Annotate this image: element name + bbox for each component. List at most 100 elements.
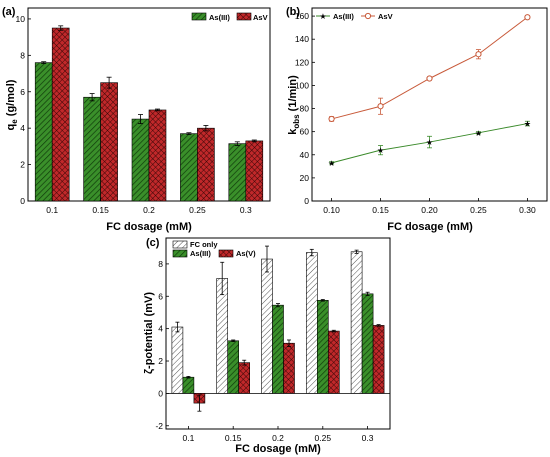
legend-label-as3: As(III) [209, 13, 230, 22]
a-ytick-label: 6 [20, 87, 25, 97]
legend-swatch-fc [172, 240, 188, 249]
legend-marker-asv [364, 12, 372, 20]
c-bar-fc [171, 326, 184, 394]
c-bar-fc [350, 251, 363, 394]
a-bar-asv [197, 127, 215, 202]
b-point-asv [426, 75, 433, 82]
a-bar-as3 [180, 133, 198, 202]
panel-b-label: (b) [286, 6, 300, 18]
c-xtick-label: 0.15 [225, 433, 242, 443]
c-ytick-label: 2 [158, 356, 163, 366]
c-bar-as3 [227, 340, 239, 394]
c-bar-as3 [316, 300, 329, 394]
legend-label-b-asv: AsV [378, 12, 393, 21]
a-xtick-label: 0.1 [46, 205, 58, 215]
panel-a-yticks: 0 2 4 6 8 10 [16, 14, 31, 206]
a-ytick-label: 8 [20, 50, 25, 60]
c-xtick-label: 0.3 [362, 433, 374, 443]
a-bar-as3 [34, 62, 53, 202]
a-bar-as3 [228, 143, 247, 202]
a-ytick-label: 10 [16, 14, 26, 24]
legend-swatch-asv [236, 12, 252, 21]
a-bar-asv [148, 109, 167, 202]
legend-label-b-as3: As(III) [333, 12, 354, 21]
panel-a-ylabel-unit: (g/mol) [5, 79, 17, 119]
c-bar-asv [283, 342, 295, 394]
a-ytick-label: 0 [20, 196, 25, 206]
legend-label-c-as3: As(III) [190, 249, 211, 258]
b-point-as3: ★ [328, 159, 335, 168]
b-ytick-label: 120 [295, 57, 309, 67]
a-bar-asv [51, 27, 70, 202]
panel-a-legend: As(III) AsV [191, 12, 268, 22]
b-point-as3: ★ [524, 120, 531, 129]
panel-a-bars [34, 25, 264, 202]
panel-c-xlabel: FC dosage (mM) [235, 443, 321, 455]
c-ytick-label: 6 [158, 291, 163, 301]
a-bar-asv [245, 140, 264, 202]
a-xtick-label: 0.3 [240, 205, 252, 215]
b-ytick-label: 140 [295, 34, 309, 44]
c-bar-asv [238, 362, 250, 394]
c-ytick-label: -2 [155, 421, 163, 431]
panel-b-lines: ★ ★ ★ ★ ★ [328, 14, 531, 168]
c-bar-as3 [182, 376, 195, 394]
b-point-as3: ★ [377, 146, 384, 155]
panel-a: (a) 0 2 4 6 8 10 0.1 0.15 0.2 0.25 0.3 qe (g/mol)… [2, 6, 271, 233]
b-xtick-label: 0.20 [421, 205, 438, 215]
panel-c: (c) -2 0 2 4 6 8 0.1 0.15 0.2 0.25 0.3 ζ-potentia… [143, 237, 391, 455]
panel-a-xlabel: FC dosage (mM) [106, 221, 192, 233]
panel-b-yticks: 0 20 40 60 80 100 120 140 160 [295, 11, 315, 206]
c-bar-fc [261, 258, 273, 394]
b-xtick-label: 0.25 [470, 205, 487, 215]
c-bar-fc [305, 252, 318, 394]
c-bar-fc [216, 278, 228, 394]
a-xtick-label: 0.15 [92, 205, 109, 215]
panel-b-ylabel-sub: obs [292, 114, 301, 129]
a-bar-as3 [83, 96, 101, 202]
panel-c-yticks: -2 0 2 4 6 8 [155, 259, 169, 431]
panel-c-bars [171, 245, 385, 412]
legend-swatch-c-as3 [172, 249, 188, 258]
a-ytick-label: 2 [20, 160, 25, 170]
b-ytick-label: 60 [300, 127, 310, 137]
c-bar-as3 [361, 293, 374, 394]
c-bar-asv [372, 325, 385, 394]
legend-label-fc: FC only [190, 240, 218, 249]
panel-a-xticks: 0.1 0.15 0.2 0.25 0.3 [46, 198, 252, 215]
b-ytick-label: 100 [295, 80, 309, 90]
a-bar-asv [100, 82, 118, 202]
c-xtick-label: 0.1 [182, 433, 194, 443]
panel-b-frame [311, 7, 548, 202]
b-series-line-asv [331, 16, 528, 120]
legend-label-c-asv: As(V) [236, 249, 256, 258]
c-bar-as3 [272, 304, 284, 394]
c-ytick-label: 0 [158, 388, 163, 398]
b-ytick-label: 0 [304, 196, 309, 206]
legend-swatch-c-asv [218, 249, 234, 258]
panel-b-ylabel-main: k [287, 128, 299, 135]
c-ytick-label: 4 [158, 324, 163, 334]
a-ytick-label: 4 [20, 123, 25, 133]
b-xtick-label: 0.15 [372, 205, 389, 215]
b-ytick-label: 20 [300, 173, 310, 183]
panel-c-label: (c) [146, 237, 160, 249]
b-xtick-label: 0.10 [323, 205, 340, 215]
b-point-asv [524, 14, 531, 21]
b-ytick-label: 80 [300, 104, 310, 114]
panel-c-legend: FC only As(III) As(V) [172, 240, 256, 258]
b-point-as3: ★ [475, 129, 482, 138]
panel-a-label: (a) [2, 6, 16, 18]
panel-a-ylabel: qe (g/mol) [5, 79, 19, 130]
c-xtick-label: 0.25 [315, 433, 332, 443]
c-bar-asv [327, 330, 340, 394]
legend-marker-as3: ★ [319, 12, 326, 21]
legend-label-asv: AsV [253, 13, 268, 22]
legend-swatch-as3 [191, 12, 207, 21]
b-point-as3: ★ [426, 138, 433, 147]
b-ytick-label: 160 [295, 11, 309, 21]
panel-b-legend: ★ As(III) AsV [316, 12, 393, 21]
b-point-asv [377, 103, 384, 110]
